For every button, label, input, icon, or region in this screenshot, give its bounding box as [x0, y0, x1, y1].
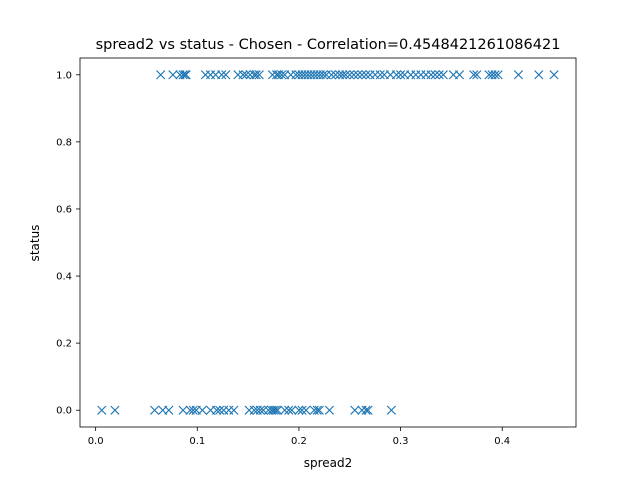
data-point [330, 70, 341, 80]
data-point [150, 405, 160, 415]
data-point [238, 70, 248, 80]
data-point [178, 70, 188, 80]
data-point [375, 70, 385, 80]
data-point [438, 70, 448, 80]
data-point [268, 405, 279, 415]
data-point [110, 405, 120, 415]
data-point [284, 405, 294, 415]
data-point [301, 405, 311, 415]
data-point [215, 405, 225, 415]
data-point [472, 70, 482, 80]
data-point [430, 70, 440, 80]
data-point [363, 405, 373, 415]
y-tick-label: 0.0 [56, 406, 72, 417]
y-tick-label: 0.6 [56, 204, 72, 215]
data-point [534, 70, 544, 80]
data-point [469, 70, 479, 80]
data-point [297, 405, 307, 415]
x-tick-label: 0.3 [393, 436, 409, 447]
data-point [549, 70, 559, 80]
data-point [341, 70, 351, 80]
data-point [338, 70, 348, 80]
data-point [353, 70, 363, 80]
data-point [318, 70, 328, 80]
data-point [217, 70, 227, 80]
data-point [324, 405, 335, 415]
data-point [229, 405, 239, 415]
y-tick-label: 1.0 [56, 70, 72, 81]
y-tick-label: 0.4 [56, 272, 72, 283]
data-point [254, 70, 264, 80]
data-point [255, 405, 265, 415]
data-point [490, 70, 500, 80]
data-point [241, 70, 251, 80]
x-tick-label: 0.1 [189, 436, 205, 447]
data-points [97, 70, 559, 415]
data-point [326, 70, 337, 80]
data-point [164, 405, 174, 415]
data-point [493, 70, 503, 80]
data-point [97, 405, 107, 415]
x-tick-label: 0.4 [494, 436, 510, 447]
x-axis-label: spread2 [304, 456, 353, 470]
data-point [386, 405, 397, 415]
data-point [312, 405, 322, 415]
data-point [178, 405, 188, 415]
data-point [277, 70, 287, 80]
y-axis-ticks: 0.0 0.2 0.4 0.6 0.8 1.0 [56, 70, 80, 417]
data-point [212, 405, 222, 415]
data-point [350, 405, 360, 415]
data-point [513, 70, 524, 80]
data-point [180, 70, 190, 80]
data-point [251, 70, 261, 80]
data-point [181, 70, 191, 80]
data-point [391, 70, 402, 80]
data-point [197, 405, 207, 415]
data-point [188, 405, 198, 415]
data-point [454, 70, 465, 80]
data-point [156, 70, 166, 80]
data-point [361, 70, 371, 80]
data-point [280, 405, 290, 415]
x-tick-label: 0.0 [88, 436, 104, 447]
data-point [272, 405, 283, 415]
data-point [314, 405, 324, 415]
plot-frame [79, 57, 577, 428]
x-tick-label: 0.2 [291, 436, 307, 447]
data-point [426, 70, 436, 80]
data-point [345, 70, 355, 80]
data-point [270, 405, 281, 415]
data-point [287, 405, 297, 415]
x-axis-ticks: 0.0 0.1 0.2 0.3 0.4 [88, 427, 510, 447]
chart-title: spread2 vs status - Chosen - Correlation… [96, 37, 561, 53]
data-point [221, 70, 231, 80]
data-point [349, 70, 359, 80]
y-tick-label: 0.2 [56, 339, 72, 350]
data-point [395, 70, 406, 80]
data-point [434, 70, 444, 80]
y-tick-label: 0.8 [56, 137, 72, 148]
data-point [357, 70, 367, 80]
data-point [361, 405, 371, 415]
data-point [294, 405, 304, 415]
y-axis-label: status [28, 225, 42, 262]
data-point [168, 70, 178, 80]
